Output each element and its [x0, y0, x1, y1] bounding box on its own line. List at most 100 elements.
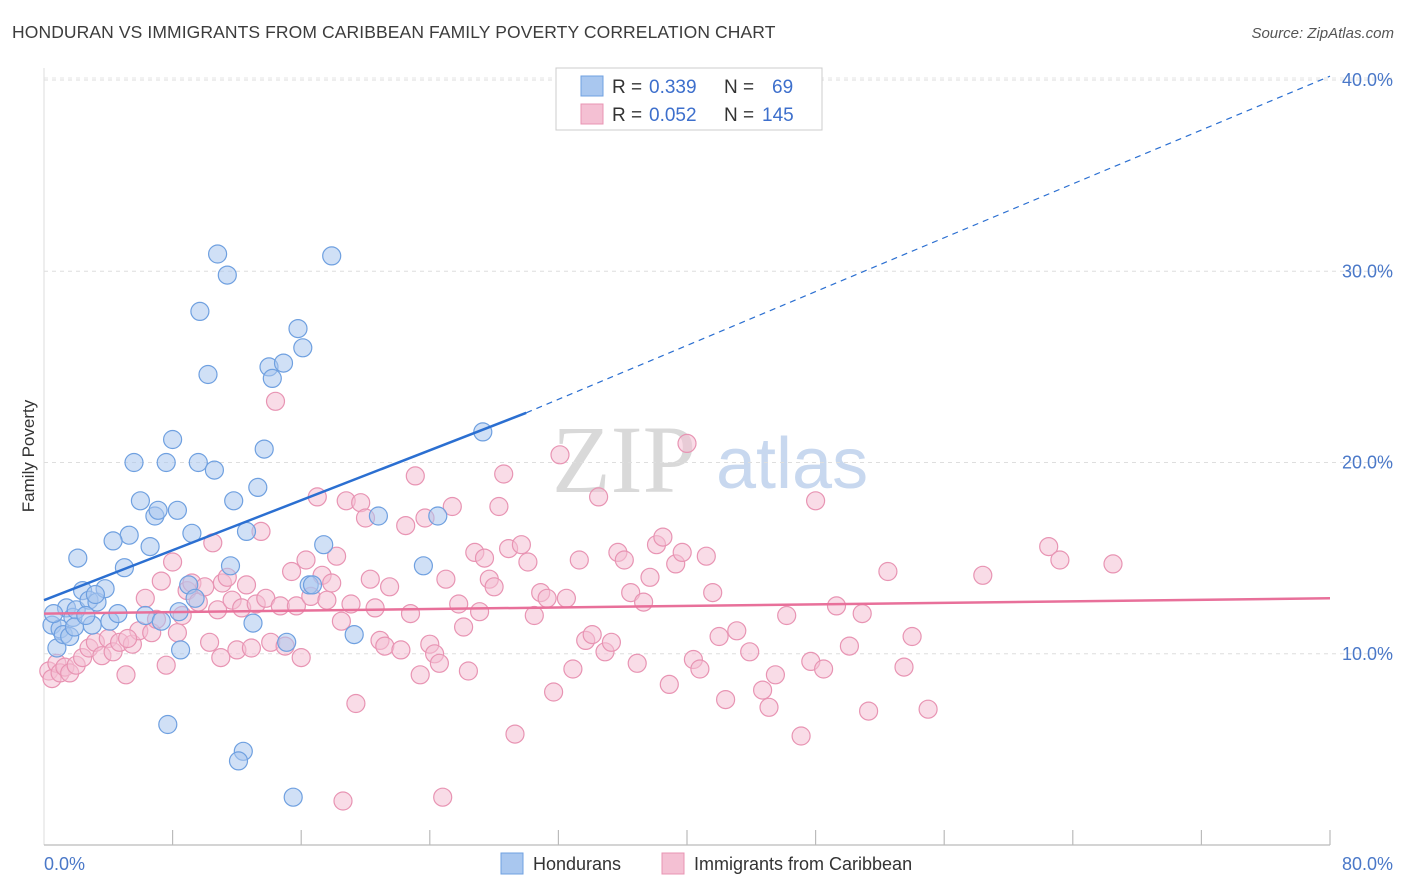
hondurans-point-18 — [130, 491, 150, 511]
caribbean-point-123 — [727, 621, 747, 641]
legend-r-label-1: R = — [612, 77, 642, 98]
caribbean-point-89 — [505, 724, 525, 744]
caribbean-point-118 — [690, 659, 710, 679]
caribbean-point-113 — [659, 674, 679, 695]
caribbean-point-48 — [291, 647, 311, 668]
caribbean-point-49 — [296, 550, 316, 570]
caribbean-point-129 — [791, 726, 811, 746]
caribbean-point-95 — [543, 682, 564, 702]
chart-title: HONDURAN VS IMMIGRANTS FROM CARIBBEAN FA… — [12, 22, 776, 42]
caribbean-point-146 — [211, 647, 231, 668]
caribbean-point-14 — [116, 665, 136, 685]
hondurans-point-42 — [248, 477, 268, 497]
y-tick-label-40: 40.0% — [1342, 70, 1393, 90]
bottom-legend-swatch-hondurans — [500, 852, 524, 875]
hondurans-point-37 — [217, 265, 237, 285]
caribbean-point-140 — [1039, 536, 1059, 557]
hondurans-point-26 — [167, 500, 187, 520]
hondurans-point-43 — [254, 439, 274, 459]
hondurans-point-16 — [119, 525, 139, 545]
correlation-legend: R = 0.339 N = 69 R = 0.052 N = 145 — [555, 67, 823, 131]
caribbean-point-59 — [346, 693, 366, 714]
hondurans-point-20 — [140, 536, 160, 557]
hondurans-trend-extension — [526, 75, 1331, 414]
caribbean-point-23 — [167, 623, 187, 643]
hondurans-point-56 — [428, 506, 448, 526]
caribbean-point-122 — [715, 689, 736, 710]
hondurans-point-33 — [190, 301, 210, 321]
series-legend: Hondurans Immigrants from Caribbean — [500, 852, 912, 875]
caribbean-point-53 — [317, 590, 337, 610]
caribbean-point-46 — [282, 561, 302, 582]
caribbean-point-22 — [163, 552, 183, 572]
y-tick-label-30: 30.0% — [1342, 261, 1393, 281]
caribbean-point-77 — [442, 496, 462, 517]
caribbean-point-132 — [826, 596, 847, 616]
hondurans-point-31 — [185, 588, 205, 608]
caribbean-point-141 — [1050, 550, 1070, 570]
caribbean-point-104 — [601, 632, 622, 652]
caribbean-point-98 — [563, 659, 583, 679]
hondurans-point-36 — [208, 244, 228, 264]
caribbean-point-38 — [241, 638, 261, 658]
caribbean-point-135 — [878, 561, 898, 582]
hondurans-point-25 — [163, 429, 183, 450]
hondurans-point-53 — [344, 624, 364, 645]
caribbean-point-145 — [117, 628, 138, 649]
caribbean-point-125 — [752, 680, 773, 700]
caribbean-point-94 — [537, 588, 557, 608]
caribbean-point-139 — [973, 565, 993, 585]
caribbean-point-99 — [569, 550, 589, 570]
caribbean-point-102 — [588, 487, 609, 507]
caribbean-point-65 — [375, 636, 395, 656]
caribbean-point-91 — [518, 552, 538, 572]
caribbean-point-116 — [677, 433, 697, 453]
caribbean-point-134 — [858, 701, 879, 721]
caribbean-point-71 — [410, 665, 430, 685]
hondurans-point-35 — [204, 460, 224, 480]
caribbean-point-86 — [489, 496, 509, 517]
hondurans-point-62 — [64, 617, 85, 637]
hondurans-point-67 — [283, 787, 303, 807]
caribbean-point-96 — [550, 445, 570, 465]
legend-swatch-caribbean — [580, 103, 604, 125]
caribbean-point-143 — [333, 791, 353, 811]
caribbean-point-82 — [470, 602, 490, 622]
caribbean-point-44 — [270, 596, 290, 616]
hondurans-point-19 — [135, 605, 155, 626]
caribbean-point-87 — [494, 464, 514, 484]
caribbean-point-101 — [582, 624, 602, 645]
caribbean-point-17 — [135, 588, 155, 608]
caribbean-point-70 — [405, 466, 425, 486]
caribbean-point-119 — [696, 546, 716, 566]
caribbean-point-69 — [400, 603, 421, 624]
caribbean-point-108 — [627, 653, 647, 673]
caribbean-point-137 — [902, 626, 922, 647]
bottom-legend-label-caribbean: Immigrants from Caribbean — [694, 854, 912, 874]
legend-n-value-1: 69 — [772, 77, 793, 98]
caribbean-point-148 — [852, 603, 872, 624]
chart-source: Source: ZipAtlas.com — [1251, 25, 1394, 42]
caribbean-point-67 — [391, 640, 411, 660]
caribbean-point-112 — [653, 527, 673, 547]
caribbean-point-56 — [331, 611, 351, 631]
caribbean-point-79 — [454, 617, 474, 637]
caribbean-point-85 — [484, 577, 504, 597]
trend-lines — [43, 75, 1331, 615]
hondurans-point-34 — [198, 364, 218, 385]
legend-r-label-2: R = — [612, 105, 642, 126]
hondurans-point-24 — [156, 452, 176, 473]
caribbean-point-127 — [759, 697, 779, 717]
hondurans-point-52 — [322, 246, 342, 266]
legend-swatch-hondurans — [580, 75, 604, 97]
caribbean-point-109 — [633, 592, 654, 612]
legend-n-label-2: N = — [724, 105, 754, 126]
caribbean-point-136 — [894, 657, 914, 677]
caribbean-point-54 — [322, 573, 342, 593]
y-axis-label: Family Poverty — [19, 399, 38, 512]
caribbean-trend-line — [43, 597, 1331, 615]
x-tick-label-max: 80.0% — [1342, 854, 1393, 874]
caribbean-point-120 — [703, 582, 723, 603]
hondurans-point-55 — [413, 556, 433, 576]
caribbean-point-75 — [429, 653, 449, 673]
